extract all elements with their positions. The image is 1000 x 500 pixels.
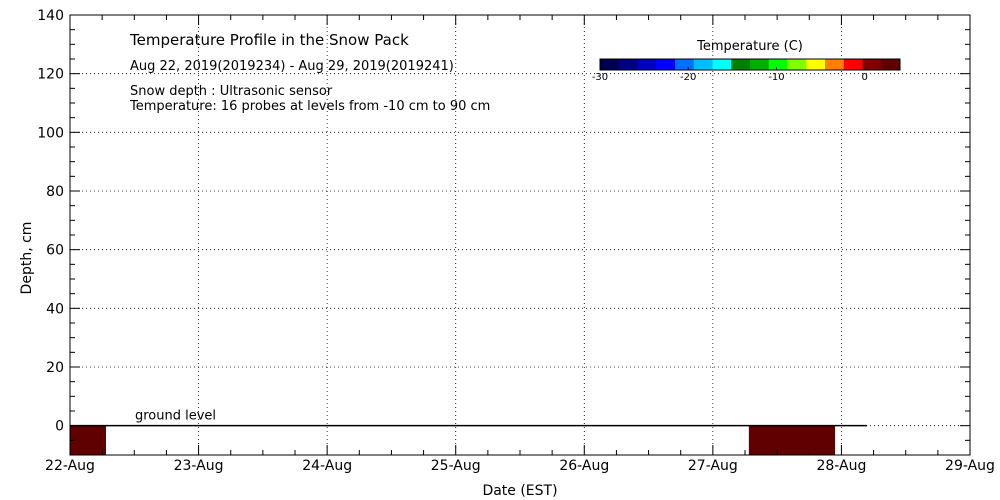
y-tick-label-3: 60 — [46, 243, 64, 259]
colorbar-swatch-9 — [768, 59, 788, 70]
x-tick-label-2: 24-Aug — [302, 458, 352, 474]
x-axis-label: Date (EST) — [482, 483, 557, 499]
colorbar-swatch-14 — [862, 59, 882, 70]
colorbar-swatch-4 — [675, 59, 695, 70]
chart-note-sensor: Snow depth : Ultrasonic sensor — [130, 84, 333, 99]
x-tick-labels: 22-Aug 23-Aug 24-Aug 25-Aug 26-Aug 27-Aug 28-A… — [45, 458, 995, 474]
x-tick-label-3: 25-Aug — [431, 458, 481, 474]
axis-ticks — [69, 14, 971, 456]
x-tick-label-7: 29-Aug — [945, 458, 995, 474]
chart-subtitle: Aug 22, 2019(2019234) - Aug 29, 2019(201… — [130, 59, 454, 74]
colorbar-swatch-2 — [637, 59, 657, 70]
colorbar-swatch-10 — [787, 59, 807, 70]
colorbar-tick-label-0: -30 — [592, 72, 608, 83]
y-tick-label-7: 140 — [37, 8, 64, 24]
colorbar-swatches — [600, 59, 901, 70]
chart-note-probes: Temperature: 16 probes at levels from -1… — [129, 99, 490, 114]
colorbar: Temperature (C) -30 -20 -10 0 — [592, 39, 901, 83]
y-tick-label-1: 20 — [46, 360, 64, 376]
colorbar-swatch-3 — [656, 59, 676, 70]
x-tick-label-6: 28-Aug — [816, 458, 866, 474]
x-tick-label-0: 22-Aug — [45, 458, 95, 474]
x-tick-label-1: 23-Aug — [174, 458, 224, 474]
colorbar-tick-label-2: -10 — [768, 72, 784, 83]
chart-title: Temperature Profile in the Snow Pack — [129, 31, 409, 49]
colorbar-frame — [599, 58, 901, 71]
colorbar-swatch-5 — [693, 59, 713, 70]
heatmap-cell-0 — [70, 425, 106, 455]
y-tick-label-0: 0 — [55, 419, 64, 435]
y-tick-label-6: 120 — [37, 67, 64, 83]
colorbar-swatch-7 — [731, 59, 751, 70]
colorbar-swatch-8 — [750, 59, 770, 70]
y-tick-labels: 0 20 40 60 80 100 120 140 — [37, 8, 64, 435]
colorbar-title: Temperature (C) — [696, 39, 803, 54]
y-tick-label-4: 80 — [46, 184, 64, 200]
ground-level-label: ground level — [135, 409, 216, 424]
y-tick-label-5: 100 — [37, 125, 64, 141]
colorbar-swatch-12 — [825, 59, 845, 70]
colorbar-swatch-6 — [712, 59, 732, 70]
colorbar-tick-label-1: -20 — [680, 72, 696, 83]
colorbar-swatch-0 — [600, 59, 620, 70]
colorbar-swatch-11 — [806, 59, 826, 70]
y-tick-label-2: 40 — [46, 301, 64, 317]
plot-frame — [69, 14, 971, 456]
x-tick-label-4: 26-Aug — [559, 458, 609, 474]
colorbar-swatch-13 — [843, 59, 863, 70]
x-tick-label-5: 27-Aug — [688, 458, 738, 474]
ground-level: ground level — [70, 409, 868, 427]
heatmap-cells — [70, 425, 835, 455]
colorbar-swatch-15 — [881, 59, 901, 70]
colorbar-ticks: -30 -20 -10 0 — [592, 67, 868, 83]
grid — [70, 15, 970, 455]
colorbar-tick-label-3: 0 — [862, 72, 868, 83]
colorbar-swatch-1 — [618, 59, 638, 70]
y-axis-label: Depth, cm — [19, 222, 35, 295]
heatmap-cell-1 — [748, 425, 835, 455]
